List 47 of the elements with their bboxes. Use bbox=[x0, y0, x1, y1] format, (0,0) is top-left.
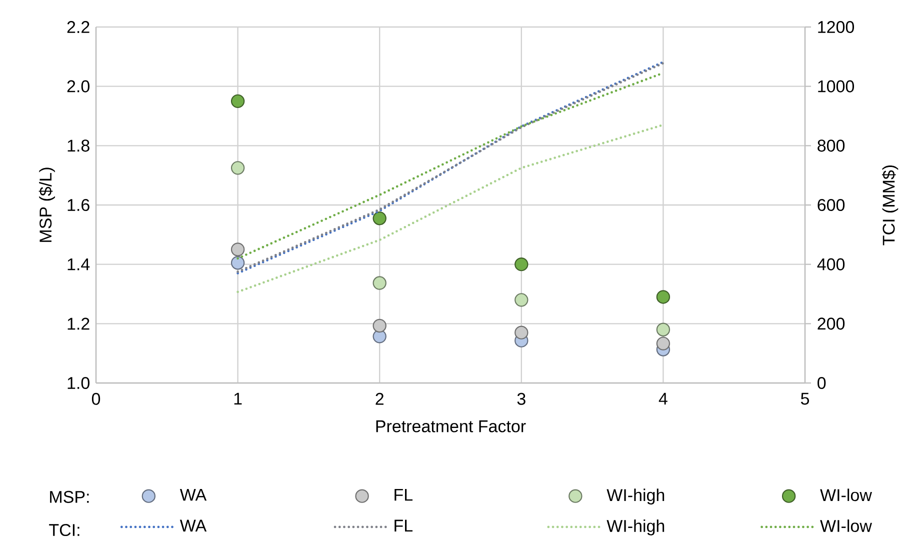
text: TCI: bbox=[49, 524, 80, 536]
point bbox=[230, 94, 245, 108]
y2-tick-label: 0 bbox=[818, 376, 826, 390]
point bbox=[514, 293, 528, 307]
point bbox=[656, 290, 670, 304]
legend-label: FL bbox=[394, 520, 413, 532]
y2-axis-title: TCI (MM$) bbox=[882, 165, 898, 246]
y-axis-title: MSP ($/L) bbox=[38, 168, 55, 242]
legend-label: WA bbox=[180, 520, 207, 532]
y2-tick-label: 200 bbox=[818, 318, 845, 330]
y2-tick-label: 1200 bbox=[818, 20, 854, 34]
y-tick-label: 1.6 bbox=[68, 198, 90, 212]
x-tick-label: 5 bbox=[800, 392, 810, 405]
legend-label: WI-low bbox=[820, 520, 872, 532]
legend-label: WI-high bbox=[606, 520, 664, 536]
point bbox=[656, 322, 670, 336]
y-tick-label: 2.2 bbox=[67, 21, 90, 33]
y-tick-label: 1.2 bbox=[68, 318, 90, 330]
point bbox=[514, 257, 528, 272]
point bbox=[514, 326, 528, 340]
point bbox=[372, 211, 386, 226]
legend-label: WA bbox=[180, 488, 207, 501]
x-tick-label: 4 bbox=[658, 392, 668, 405]
y2-tick-label: 400 bbox=[817, 258, 845, 270]
y-tick-label: 2.0 bbox=[67, 80, 90, 92]
point bbox=[656, 336, 670, 350]
point bbox=[230, 256, 245, 270]
y2-tick-label: 800 bbox=[818, 140, 845, 152]
legend-label: WI-high bbox=[606, 488, 664, 504]
line-series bbox=[236, 124, 664, 294]
y-tick-label: 1.4 bbox=[68, 258, 90, 270]
y2-tick-label: 1000 bbox=[818, 80, 854, 92]
point bbox=[230, 161, 245, 175]
legend-label: FL bbox=[394, 488, 413, 501]
point bbox=[230, 242, 245, 256]
x-tick-label: 0 bbox=[92, 392, 100, 405]
y-tick-label: 1.8 bbox=[68, 140, 90, 152]
x-tick-label: 3 bbox=[517, 392, 526, 405]
y2-tick-label: 600 bbox=[818, 198, 845, 212]
x-tick-label: 1 bbox=[234, 392, 242, 405]
text: MSP: bbox=[50, 490, 89, 503]
legend-label: WI-low bbox=[820, 488, 872, 502]
x-tick-label: 2 bbox=[376, 392, 384, 405]
point bbox=[372, 276, 386, 290]
y-tick-label: 1.0 bbox=[68, 376, 90, 390]
point bbox=[372, 318, 386, 333]
x-axis-title: Pretreatment Factor bbox=[376, 420, 526, 432]
